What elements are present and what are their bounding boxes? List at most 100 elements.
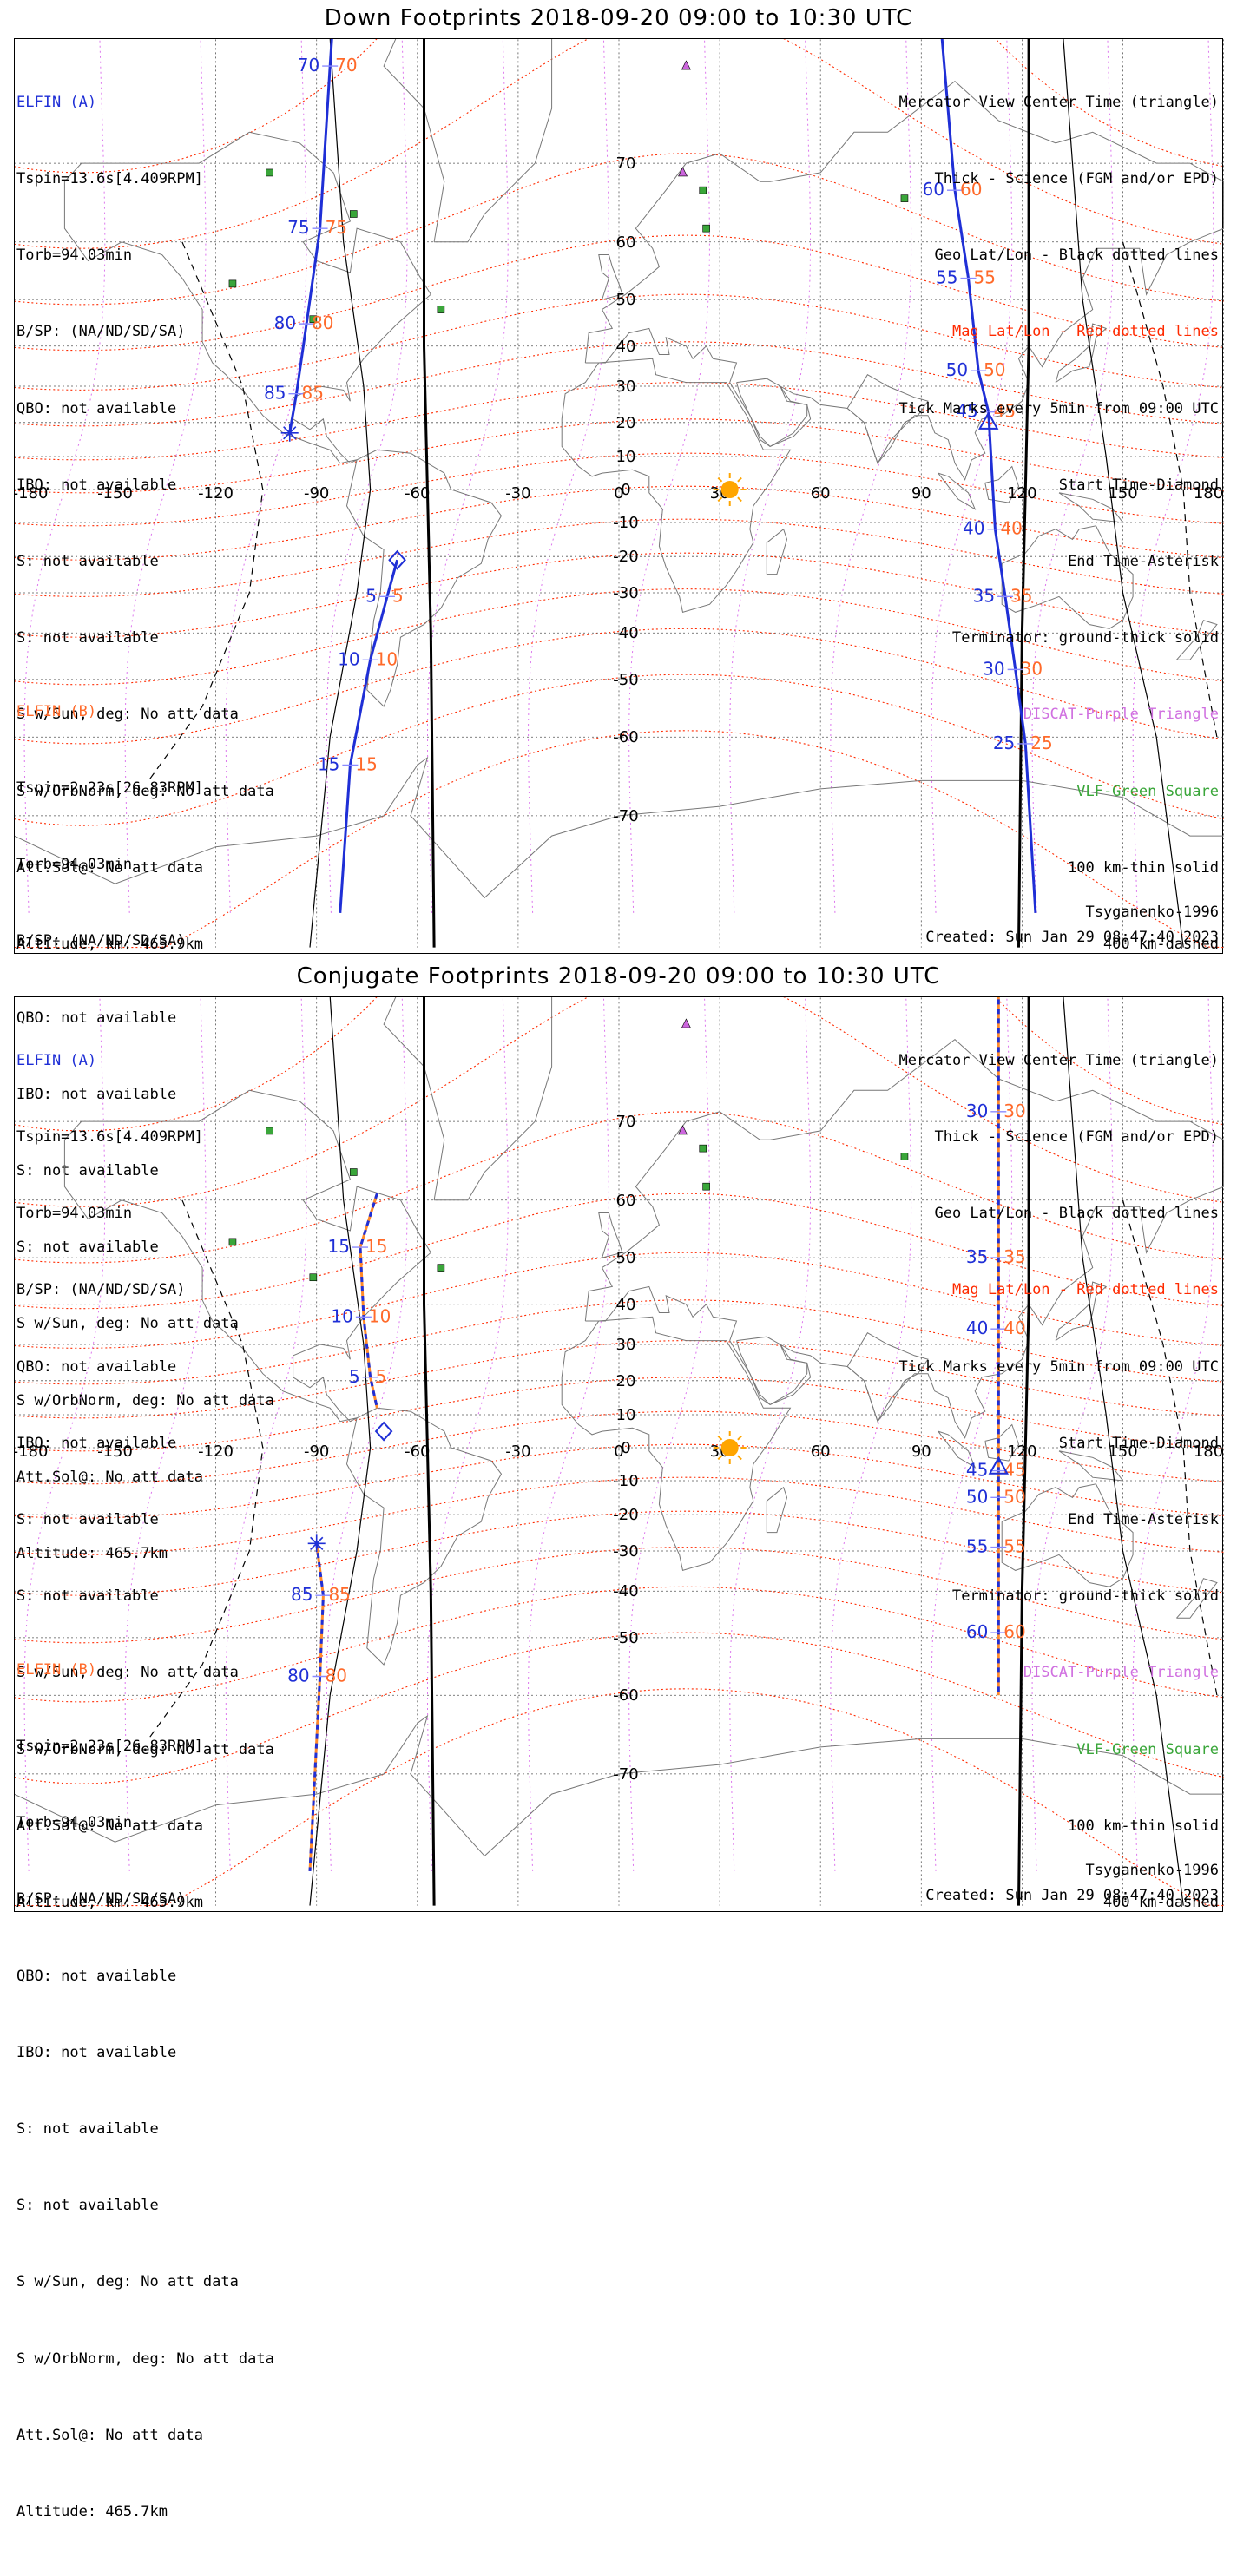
mag-grid <box>15 997 1224 1907</box>
info-line: S: not available <box>16 1162 159 1180</box>
coastline-africa <box>561 1316 792 1572</box>
info-line: B/SP: (NA/ND/SD/SA) <box>16 323 186 341</box>
mag-latitude-line <box>15 485 1224 561</box>
elfin-a-tick-label: 5 <box>376 1366 387 1387</box>
lon-label: 60 <box>811 484 831 503</box>
lon-label: 60 <box>811 1442 831 1461</box>
coastline-india <box>846 374 929 464</box>
east-tick-label: 60 <box>923 179 944 200</box>
east-tick-label: 30 <box>1003 1101 1025 1121</box>
elfin-b-tick-label: 5 <box>392 585 404 606</box>
lat-label: -40 <box>613 624 638 642</box>
east-tick-label: 55 <box>936 267 957 288</box>
terminator-100km-west <box>309 997 372 1906</box>
model-label: Tsyganenko-1996 <box>1085 1862 1219 1879</box>
stations <box>228 1018 909 1282</box>
east-tick-label: 55 <box>973 267 995 288</box>
info-line: Tspin=2.23s[26.83RPM] <box>16 1738 203 1756</box>
sun-disc <box>720 1439 739 1456</box>
info-line: QBO: not available <box>16 1357 177 1376</box>
info-line: Torb=94.03min <box>16 856 133 874</box>
info-line: S: not available <box>16 1511 159 1529</box>
east-tick-label: 55 <box>966 1536 988 1557</box>
terminator <box>148 997 1218 1906</box>
lat-label: 0 <box>621 481 630 499</box>
info-line: S: not available <box>16 1239 159 1257</box>
sat-a-name: ELFIN (A) <box>16 1051 97 1069</box>
legend-item: 400 km-dashed <box>1102 1894 1219 1912</box>
legend-item: 400 km-dashed <box>1102 936 1219 954</box>
legend-item: Mercator View Center Time (triangle) <box>898 1051 1219 1069</box>
coastline-newguinea <box>1058 1450 1124 1482</box>
elfin-a-tick-label: 10 <box>369 1305 391 1326</box>
legend-item: Start Time-Diamond <box>1058 1434 1219 1452</box>
east-tick-label: 25 <box>1030 733 1052 753</box>
mag-latitude-line <box>15 1632 1224 1784</box>
discat-triangle <box>681 1018 691 1028</box>
elfin-b-tick-label: 10 <box>376 648 398 669</box>
sun-icon <box>713 1431 747 1464</box>
lon-label: 0 <box>614 1442 623 1461</box>
mag-meridian-line <box>225 997 307 1871</box>
end-asterisk <box>310 1536 324 1550</box>
elfin-b-tick-label: 80 <box>326 1666 347 1686</box>
east-tick-label: 30 <box>1021 658 1043 679</box>
legend-item: 100 km-thin solid <box>1068 858 1219 877</box>
sat-b-name: ELFIN (B) <box>16 1660 97 1679</box>
info-line: Torb=94.03min <box>16 246 133 265</box>
elfin-a-tick-label: 80 <box>274 312 296 333</box>
map-frame: -180 -150 -120 -90 -60 -30 0 30 60 90 120 150 180 70 6… <box>14 996 1224 2520</box>
info-line: S w/Sun, deg: No att data <box>16 1664 239 1682</box>
info-line: S: not available <box>16 1587 159 1606</box>
legend-item: End Time-Asterisk <box>1068 1511 1219 1529</box>
mag-latitude-line <box>15 39 1224 174</box>
east-tick-label: 40 <box>1000 518 1022 539</box>
coastline-northAmerica <box>63 1089 431 1423</box>
east-tick-label: 25 <box>993 733 1015 753</box>
lon-label: 120 <box>1007 1442 1036 1461</box>
info-line: Torb=94.03min <box>16 1205 133 1223</box>
lon-label: 180 <box>1194 1442 1223 1461</box>
lat-label: -30 <box>613 1542 638 1561</box>
elfin-b-tick-label: 15 <box>355 753 377 774</box>
mag-latitude-line <box>15 1443 1224 1519</box>
lon-label: 90 <box>911 1442 931 1461</box>
coastlines <box>15 997 1224 1857</box>
info-line: Tspin=13.6s[4.409RPM] <box>16 1128 203 1147</box>
lat-label: -30 <box>613 584 638 602</box>
lat-label: 0 <box>621 1439 630 1457</box>
elfin-b-tick-label: 5 <box>365 585 377 606</box>
east-tick-label: 50 <box>984 359 1005 380</box>
elfin-a-tick-label: 75 <box>326 217 347 238</box>
coastline-india <box>846 1332 929 1423</box>
coastline-arabia <box>736 1336 812 1405</box>
mag-latitude-line <box>15 1410 1224 1485</box>
info-line: S: not available <box>16 553 159 571</box>
legend-item: Terminator: ground-thick solid <box>951 1587 1219 1606</box>
elfin-a-tick-label: 80 <box>312 312 333 333</box>
map-canvas[interactable]: -180 -150 -120 -90 -60 -30 0 30 60 90 120 150 180706… <box>15 997 1224 1913</box>
lat-label: 50 <box>616 291 636 309</box>
lon-label: -150 <box>97 484 133 503</box>
coastline-newzealand <box>1176 620 1218 660</box>
mag-latitude-line <box>15 730 1224 949</box>
legend-item: Tick Marks every 5min from 09:00 UTC <box>898 1357 1219 1376</box>
vlf-square <box>228 1238 237 1246</box>
east-tick-label: 35 <box>973 585 995 606</box>
info-line: Att.Sol@: No att data <box>16 1817 203 1835</box>
vlf-square <box>309 315 318 324</box>
elfin-b-tick-label: 85 <box>291 1584 313 1605</box>
sun-disc <box>720 481 739 498</box>
mag-meridian-line <box>225 39 307 913</box>
mag-meridian-line <box>124 39 207 913</box>
coastline-japan <box>1055 323 1108 384</box>
lon-label: -90 <box>304 1442 329 1461</box>
sun-ray <box>737 476 742 483</box>
coastline-antarctica <box>15 1714 1224 1857</box>
map-canvas[interactable]: -180 -150 -120 -90 -60 -30 0 30 60 90 120 150 180706… <box>15 39 1224 955</box>
coastline-arabia <box>736 378 812 447</box>
vlf-square <box>699 1144 707 1153</box>
sun-ray <box>737 496 742 503</box>
terminator-100km-east <box>1063 997 1184 1906</box>
mag-meridian-line <box>729 39 811 913</box>
